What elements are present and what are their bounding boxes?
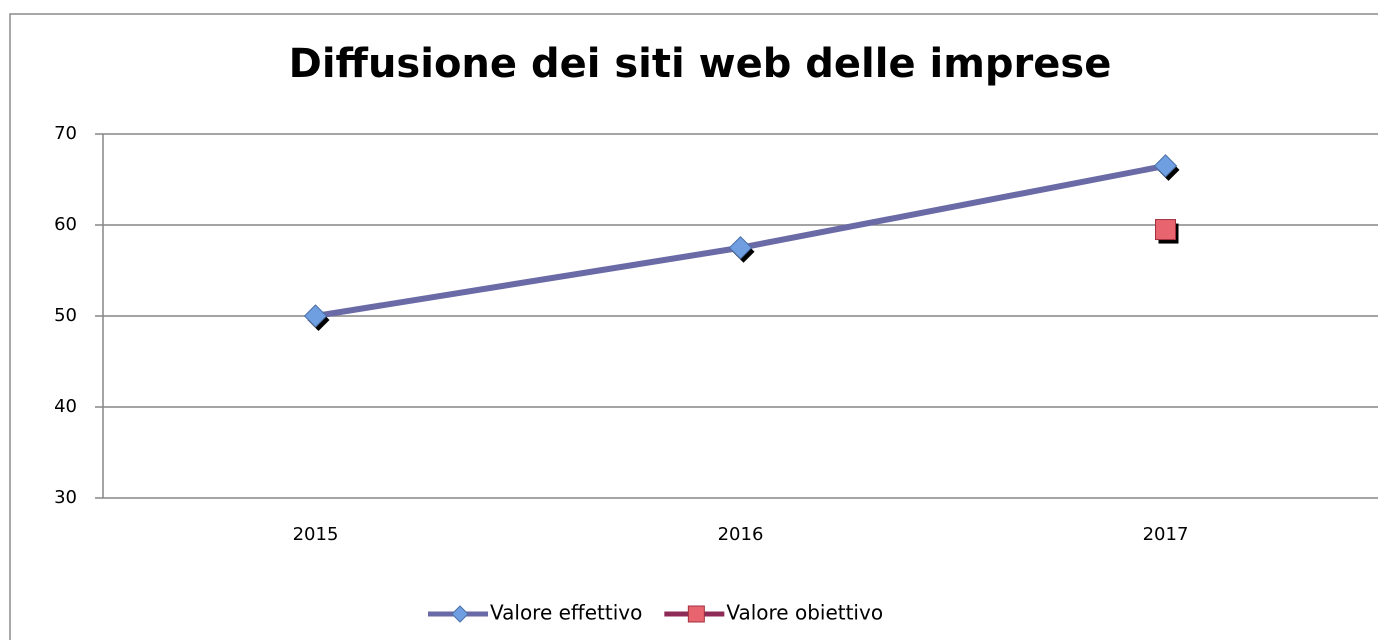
y-tick-label: 50 (54, 305, 77, 326)
y-tick-label: 60 (54, 214, 77, 235)
legend-label: Valore obiettivo (726, 601, 883, 625)
y-tick-label: 30 (54, 487, 77, 508)
marker (1153, 154, 1178, 178)
marker (303, 304, 328, 328)
legend-marker (687, 605, 705, 623)
marker (728, 236, 753, 260)
x-tick-label: 2015 (293, 524, 339, 545)
marker (1155, 219, 1176, 241)
chart-frame (9, 13, 1378, 640)
y-tick-label: 70 (54, 123, 77, 144)
legend-marker (451, 605, 469, 623)
x-tick-label: 2017 (1143, 524, 1189, 545)
chart-title: Diffusione dei siti web delle imprese (289, 41, 1112, 87)
y-tick-label: 40 (54, 396, 77, 417)
legend-label: Valore effettivo (490, 601, 642, 625)
x-tick-label: 2016 (718, 524, 764, 545)
